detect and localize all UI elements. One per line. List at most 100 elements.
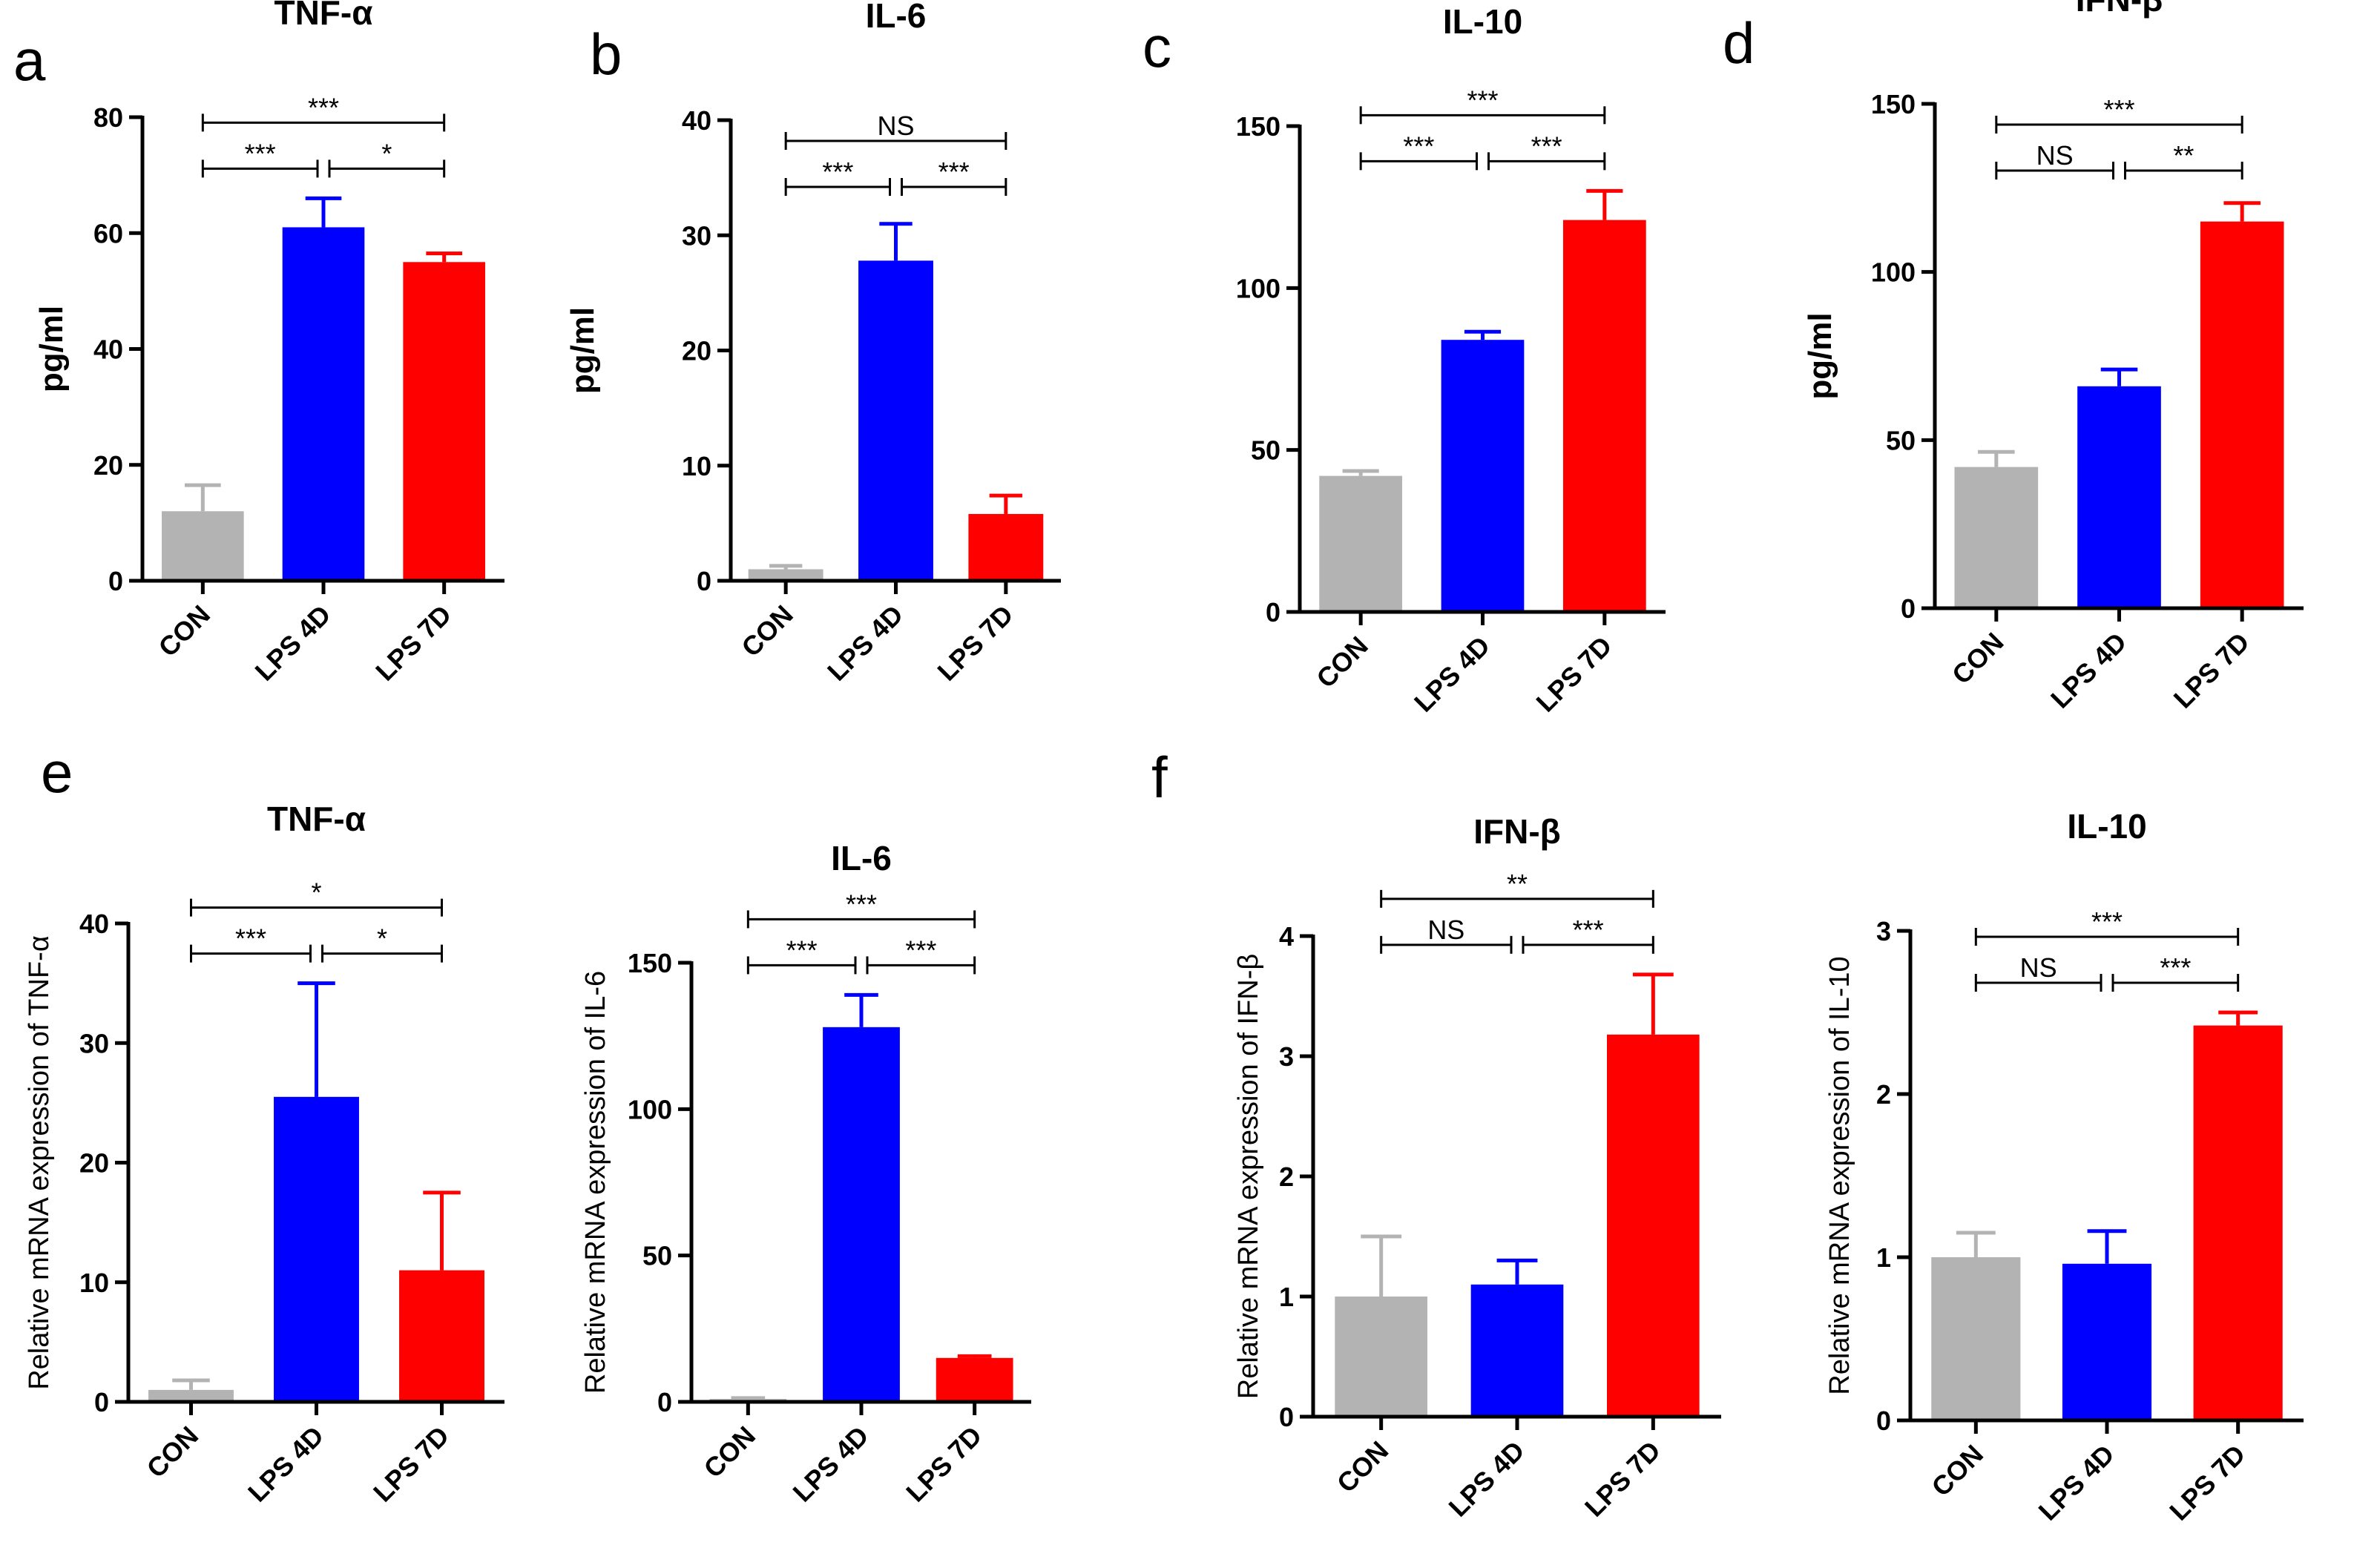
bar-0 xyxy=(162,511,244,581)
y-tick-label: 150 xyxy=(628,948,672,978)
y-tick-label: 1 xyxy=(1279,1282,1294,1312)
y-tick-label: 2 xyxy=(1876,1079,1891,1110)
x-tick-label: LPS 7D xyxy=(931,599,1019,687)
x-tick-label: CON xyxy=(141,1420,205,1484)
panel-letter: d xyxy=(1723,10,1755,76)
sig-label: *** xyxy=(1573,915,1604,945)
y-tick-label: 0 xyxy=(657,1387,672,1417)
y-tick-label: 50 xyxy=(1886,425,1916,455)
bar-2 xyxy=(1607,1034,1700,1417)
y-tick-label: 20 xyxy=(682,336,711,366)
x-tick-label: CON xyxy=(152,599,216,663)
y-axis-label: pg/ml xyxy=(565,307,601,394)
y-tick-label: 10 xyxy=(79,1268,109,1298)
sig-label: *** xyxy=(2091,906,2123,937)
panel-letter: c xyxy=(1143,14,1171,79)
y-tick-label: 0 xyxy=(94,1387,109,1417)
x-tick-label: LPS 7D xyxy=(2163,1439,2251,1526)
y-tick-label: 3 xyxy=(1279,1041,1294,1072)
y-tick-label: 150 xyxy=(1871,89,1916,119)
sig-label: *** xyxy=(905,935,936,965)
bar-1 xyxy=(282,227,365,581)
sig-label: *** xyxy=(846,889,877,919)
sig-label: NS xyxy=(877,111,914,141)
bar-0 xyxy=(148,1389,234,1402)
y-axis-label: Relative mRNA expression of IL-6 xyxy=(580,971,611,1394)
y-tick-label: 150 xyxy=(1236,111,1280,142)
y-axis-label: Relative mRNA expression of TNF-α xyxy=(24,935,55,1390)
x-tick-label: LPS 4D xyxy=(821,599,909,687)
y-axis-label: pg/ml xyxy=(1802,312,1838,399)
sig-label: *** xyxy=(2160,952,2191,983)
y-tick-label: 1 xyxy=(1876,1242,1891,1273)
sig-label: NS xyxy=(1427,915,1464,945)
y-tick-label: 50 xyxy=(642,1241,672,1271)
bar-1 xyxy=(1470,1284,1564,1417)
bar-1 xyxy=(274,1096,359,1402)
y-tick-label: 2 xyxy=(1279,1162,1294,1192)
chart-title: IFN-β xyxy=(1473,812,1561,851)
bar-0 xyxy=(1335,1297,1427,1417)
chart-panel-6: f IFN-β Relative mRNA expression of IFN-β 0… xyxy=(1151,745,1721,1523)
y-tick-label: 30 xyxy=(682,220,711,251)
bar-0 xyxy=(1931,1257,2021,1420)
bar-2 xyxy=(936,1357,1013,1402)
sig-label: *** xyxy=(938,157,970,187)
panel-letter: a xyxy=(13,27,46,93)
y-tick-label: 20 xyxy=(93,450,123,481)
bar-2 xyxy=(2200,221,2284,609)
bar-2 xyxy=(2193,1025,2283,1420)
bar-1 xyxy=(2077,386,2161,608)
sig-label: ** xyxy=(1507,869,1528,899)
y-tick-label: 0 xyxy=(1876,1406,1891,1436)
sig-label: * xyxy=(381,138,392,168)
y-tick-label: 40 xyxy=(93,335,123,365)
y-tick-label: 50 xyxy=(1251,435,1280,466)
y-tick-label: 0 xyxy=(697,566,711,596)
x-tick-label: LPS 7D xyxy=(367,1420,455,1508)
bar-1 xyxy=(1441,340,1525,612)
bar-0 xyxy=(1954,467,2039,608)
sig-label: ** xyxy=(2173,140,2194,171)
y-axis-label: Relative mRNA expression of IFN-β xyxy=(1233,954,1264,1400)
bar-2 xyxy=(1562,220,1646,613)
y-tick-label: 100 xyxy=(628,1094,672,1124)
y-tick-label: 10 xyxy=(682,451,711,481)
sig-label: *** xyxy=(1403,131,1434,161)
panel-letter: e xyxy=(41,739,73,805)
x-tick-label: LPS 4D xyxy=(249,599,337,687)
sig-label: NS xyxy=(2036,140,2074,171)
y-tick-label: 100 xyxy=(1871,257,1916,288)
chart-title: TNF-α xyxy=(274,0,372,32)
x-tick-label: LPS 4D xyxy=(787,1420,875,1508)
chart-panel-1: b IL-6 pg/ml 0 10 20 30 40 CON LPS 4D LPS 7D *** ***… xyxy=(565,0,1061,687)
y-axis-label: Relative mRNA expression of IL-10 xyxy=(1824,956,1855,1394)
bar-2 xyxy=(403,262,485,581)
y-tick-label: 0 xyxy=(108,566,123,596)
chart-panel-5: IL-6 Relative mRNA expression of IL-6 0 50 1… xyxy=(580,839,1031,1508)
bar-0 xyxy=(748,569,823,581)
sig-label: *** xyxy=(822,157,853,187)
bar-2 xyxy=(968,513,1044,581)
y-tick-label: 80 xyxy=(93,102,123,133)
x-tick-label: CON xyxy=(1310,630,1374,694)
x-tick-label: CON xyxy=(735,599,799,663)
x-tick-label: LPS 7D xyxy=(900,1420,987,1508)
chart-title: IL-6 xyxy=(866,0,927,35)
y-tick-label: 100 xyxy=(1236,273,1280,303)
sig-label: *** xyxy=(1531,131,1562,161)
sig-label: *** xyxy=(235,923,266,954)
y-tick-label: 0 xyxy=(1266,597,1280,627)
panel-letter: b xyxy=(590,22,622,87)
sig-label: *** xyxy=(1467,85,1498,115)
x-tick-label: LPS 4D xyxy=(1443,1435,1531,1523)
sig-label: *** xyxy=(245,138,276,168)
x-tick-label: LPS 7D xyxy=(1579,1435,1666,1523)
sig-label: * xyxy=(311,877,321,908)
x-tick-label: CON xyxy=(1946,627,2010,691)
x-tick-label: CON xyxy=(1331,1435,1395,1499)
x-tick-label: LPS 7D xyxy=(369,599,457,687)
